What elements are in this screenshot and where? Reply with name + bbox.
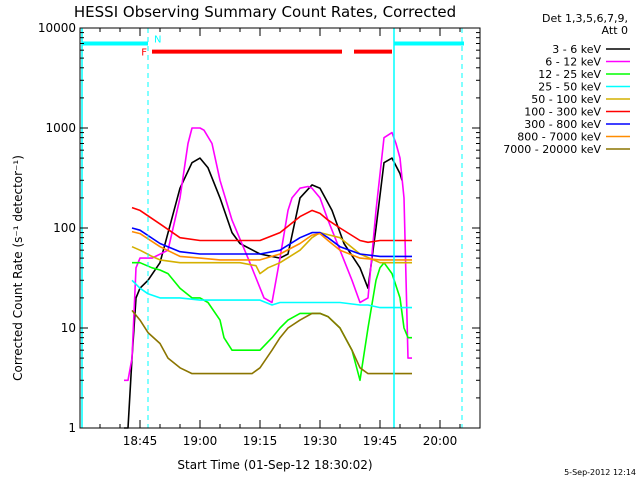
series-line: [131, 279, 412, 309]
legend-title-line: Att 0: [602, 24, 628, 37]
flag-label-n: N: [154, 34, 161, 45]
x-tick-label: 18:45: [123, 434, 158, 448]
x-tick-label: 19:15: [243, 434, 278, 448]
chart-title: HESSI Observing Summary Count Rates, Cor…: [74, 3, 456, 21]
legend-label: 7000 - 20000 keV: [503, 143, 601, 156]
y-tick-label: 1000: [45, 121, 76, 135]
series-line: [124, 127, 412, 382]
legend-label: 300 - 800 keV: [524, 118, 601, 131]
series-line: [131, 206, 412, 244]
legend-title-line: Det 1,3,5,6,7,9,: [542, 12, 628, 25]
legend-label: 25 - 50 keV: [538, 81, 601, 94]
axis-ticks: 18:45 19:00 19:15 19:30 19:45 20:00 1 10 100 1000…: [38, 21, 481, 448]
x-tick-label: 19:00: [183, 434, 218, 448]
flag-label-f: F: [141, 48, 147, 59]
legend-label: 800 - 7000 keV: [517, 131, 601, 144]
legend-label: 3 - 6 keV: [552, 43, 601, 56]
y-tick-label: 100: [53, 221, 76, 235]
y-tick-label: 10: [61, 321, 76, 335]
series-line: [131, 230, 412, 261]
series-layer: [124, 127, 412, 429]
y-tick-label: 10000: [38, 21, 76, 35]
x-tick-label: 20:00: [423, 434, 458, 448]
legend-label: 6 - 12 keV: [545, 56, 601, 69]
x-tick-label: 19:45: [363, 434, 398, 448]
y-axis-label: Corrected Count Rate (s⁻¹ detector⁻¹): [11, 155, 25, 381]
legend-label: 50 - 100 keV: [531, 93, 601, 106]
x-axis-label: Start Time (01-Sep-12 18:30:02): [177, 458, 372, 472]
legend-label: 12 - 25 keV: [538, 68, 601, 81]
footer-timestamp: 5-Sep-2012 12:14: [564, 468, 636, 477]
series-line: [131, 309, 412, 375]
y-tick-label: 1: [68, 421, 76, 435]
legend-title: Det 1,3,5,6,7,9,Att 0: [542, 12, 628, 37]
plot-frame: [79, 27, 481, 429]
series-line: [132, 261, 412, 382]
x-tick-label: 19:30: [303, 434, 338, 448]
legend-label: 100 - 300 keV: [524, 106, 601, 119]
mode-overlays: NF: [81, 28, 464, 428]
series-line: [124, 157, 403, 429]
series-line: [131, 227, 412, 258]
series-line: [131, 231, 412, 275]
